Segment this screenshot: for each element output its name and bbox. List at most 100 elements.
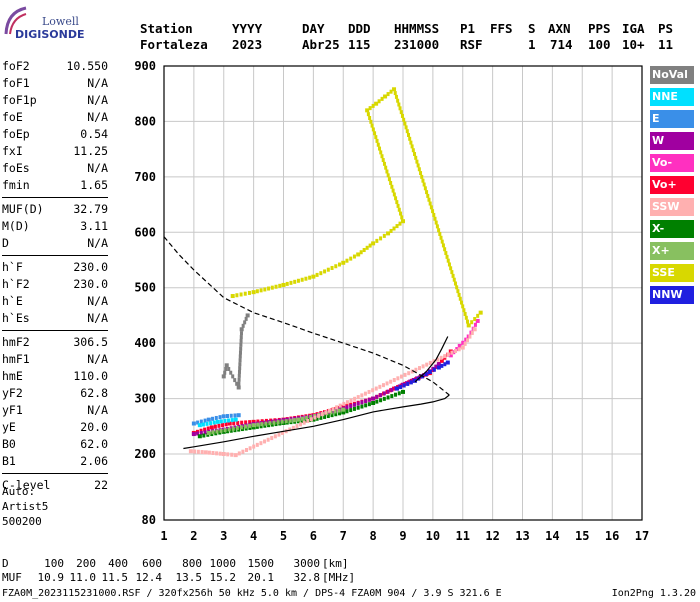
trace-point [280, 419, 284, 424]
trace-point [423, 186, 427, 191]
param-value: N/A [87, 294, 108, 308]
trace-point [338, 262, 342, 267]
auto-label: Auto: [2, 485, 36, 498]
trace-point [359, 250, 363, 255]
legend-entry: NNW [650, 286, 694, 304]
legend-entry: X+ [650, 242, 694, 260]
trace-point [390, 394, 394, 399]
trace-point [251, 425, 256, 430]
trace-point [203, 427, 207, 432]
header-label: DDD [348, 21, 371, 36]
trace-point [256, 419, 260, 424]
trace-point [397, 207, 401, 212]
trace-point [389, 379, 393, 384]
trace-point [300, 418, 304, 423]
trace-point [338, 403, 342, 408]
footer-muf-value: 10.9 [38, 571, 65, 584]
trace-point [331, 407, 335, 412]
trace-point [356, 401, 360, 406]
param-row: h`F 230.0 [2, 259, 108, 276]
trace-point [211, 416, 215, 421]
trace-point [247, 290, 251, 295]
legend-entry: NNE [650, 88, 694, 106]
trace-point [206, 426, 210, 431]
trace-point [274, 422, 278, 427]
param-separator [2, 473, 108, 474]
x-tick-label: 5 [280, 529, 287, 543]
header-label: HHMMSS [394, 21, 439, 36]
param-row: M(D) 3.11 [2, 218, 108, 235]
trace-point [197, 423, 202, 428]
y-tick-label: 900 [134, 59, 156, 73]
trace-point [395, 200, 399, 205]
trace-point [281, 430, 285, 435]
trace-point [396, 376, 400, 381]
trace-point [439, 355, 443, 360]
trace-point [443, 247, 447, 252]
trace-point [345, 400, 349, 405]
trace-point [375, 399, 379, 404]
trace-point [364, 403, 368, 408]
trace-point [400, 215, 404, 220]
trace-point [296, 417, 301, 422]
trace-point [237, 381, 241, 386]
trace-point [396, 98, 400, 103]
trace-point [386, 231, 391, 236]
footer-d-unit: [km] [322, 557, 349, 570]
trace-point [458, 296, 462, 301]
trace-point [278, 283, 282, 288]
trace-point [218, 415, 222, 420]
trace-point [370, 123, 374, 128]
trace-point [235, 381, 239, 386]
trace-point [259, 424, 263, 429]
trace-point [293, 279, 297, 284]
trace-point [428, 201, 432, 206]
legend-entry: Vo+ [650, 176, 694, 194]
trace-point [224, 422, 228, 427]
param-value: N/A [87, 110, 108, 124]
trace-point [232, 421, 236, 426]
trace-point [427, 197, 431, 202]
trace-point [191, 421, 196, 426]
trace-point [475, 318, 480, 323]
trace-point [239, 327, 244, 332]
param-key: foE [2, 110, 23, 124]
param-key: foEs [2, 161, 30, 175]
trace-point [203, 430, 207, 435]
trace-point [392, 192, 396, 197]
param-value: 10.550 [66, 59, 108, 73]
trace-point [227, 427, 231, 432]
param-key: foF1p [2, 93, 37, 107]
logo-text-lowell: Lowell [42, 15, 79, 28]
trace-point [402, 383, 406, 388]
footer: D 100 200 400 600 800 1000 1500 3000 [km] MUF 10.9 1… [2, 556, 696, 599]
header-label: YYYY [232, 21, 263, 36]
trace-point [326, 267, 330, 272]
legend-entry: Vo- [650, 154, 694, 172]
trace-point [281, 282, 286, 287]
footer-muf-label: MUF [2, 571, 22, 584]
trace-point [353, 396, 357, 401]
trace-point [476, 313, 480, 318]
footer-d-value: 1000 [210, 557, 237, 570]
trace-point [401, 389, 405, 394]
trace-point [309, 414, 313, 419]
trace-point [360, 400, 364, 405]
trace-point [240, 420, 244, 425]
parameters-panel: foF2 10.550 foF1 N/A foF1p N/A foE N/A foEp 0.54 f… [2, 58, 108, 494]
trace-point [233, 413, 237, 418]
trace-point [263, 287, 267, 292]
param-row: foE N/A [2, 109, 108, 126]
trace-point [419, 171, 423, 176]
trace-point [323, 269, 327, 274]
trace-point [211, 430, 215, 435]
trace-point [360, 404, 364, 409]
trace-point [421, 364, 425, 369]
trace-point [239, 425, 243, 430]
trace-point [432, 367, 436, 372]
footer-version: Ion2Png 1.3.20 [612, 588, 696, 599]
trace-point [196, 431, 200, 436]
x-tick-label: 8 [370, 529, 377, 543]
param-key: fxI [2, 144, 23, 158]
trace-point [422, 182, 426, 187]
